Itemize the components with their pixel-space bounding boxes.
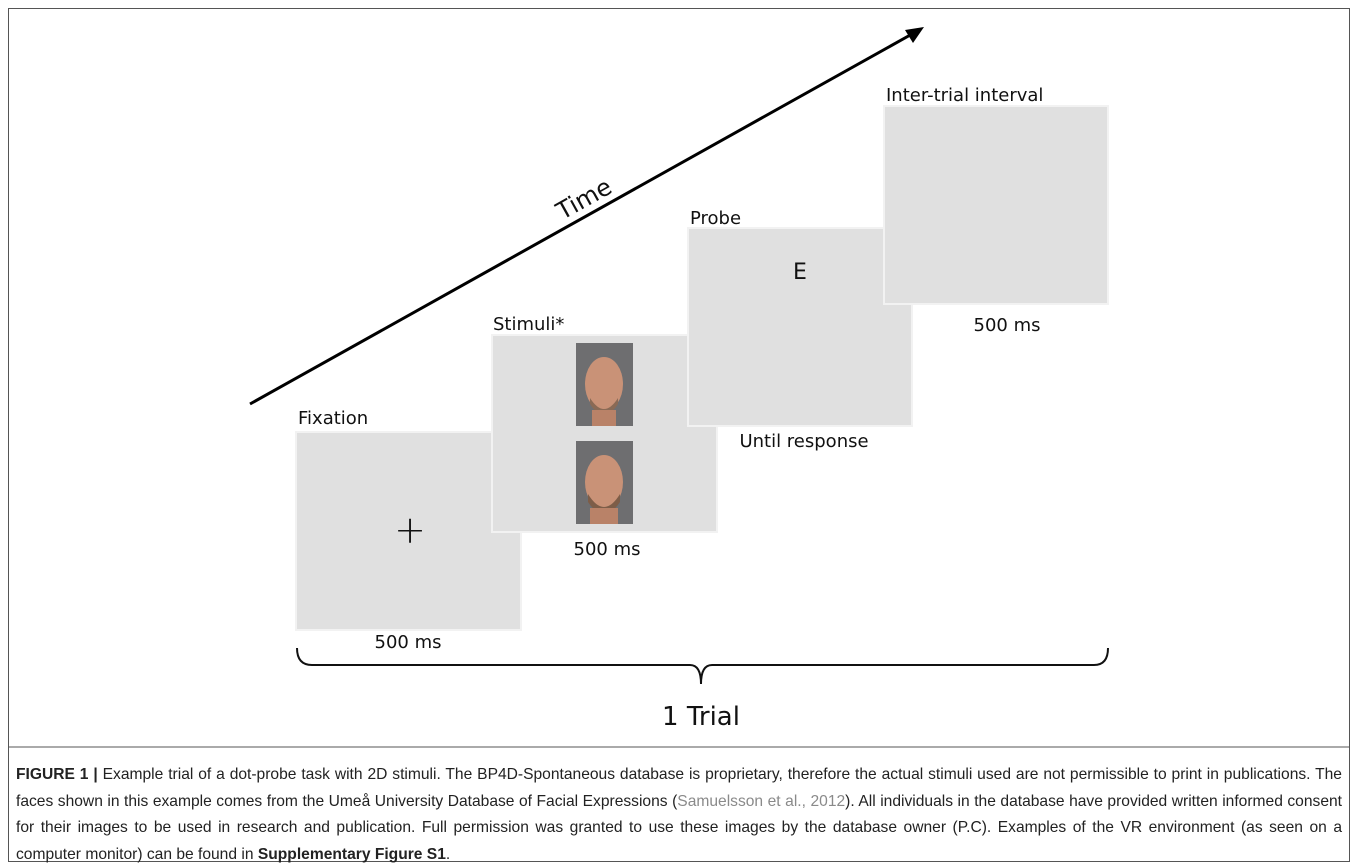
duration: Until response bbox=[739, 431, 868, 452]
trial-brace bbox=[296, 647, 1109, 685]
face-image bbox=[576, 441, 633, 524]
caption-text: ). All individuals in the database have … bbox=[16, 792, 1342, 863]
panel bbox=[883, 105, 1109, 305]
arrow-head bbox=[905, 27, 924, 43]
duration: 500 ms bbox=[974, 315, 1041, 336]
panel-label: Fixation bbox=[298, 408, 368, 429]
citation-link[interactable]: Samuelsson et al., 2012 bbox=[677, 792, 846, 810]
duration: 500 ms bbox=[574, 539, 641, 560]
panel-label: Inter-trial interval bbox=[886, 85, 1043, 106]
caption: FIGURE 1 | Example trial of a dot-probe … bbox=[16, 762, 1342, 868]
probe-letter: E bbox=[793, 260, 807, 285]
face-image bbox=[576, 343, 633, 426]
frame bbox=[8, 8, 1350, 862]
fixation-cross: + bbox=[394, 508, 426, 552]
caption-text: Example trial of a dot-probe task with 2… bbox=[16, 766, 1342, 810]
trial-label: 1 Trial bbox=[662, 702, 740, 732]
caption-text: . bbox=[445, 845, 451, 863]
caption-label: FIGURE 1 | bbox=[16, 766, 98, 783]
duration: 500 ms bbox=[375, 632, 442, 653]
time-arrow bbox=[249, 32, 913, 406]
panel-label: Stimuli* bbox=[493, 314, 564, 335]
panel bbox=[295, 431, 522, 631]
figure-reference[interactable]: Supplementary Figure S1 bbox=[257, 845, 446, 863]
panel-label: Probe bbox=[690, 208, 741, 229]
panel bbox=[687, 227, 913, 427]
